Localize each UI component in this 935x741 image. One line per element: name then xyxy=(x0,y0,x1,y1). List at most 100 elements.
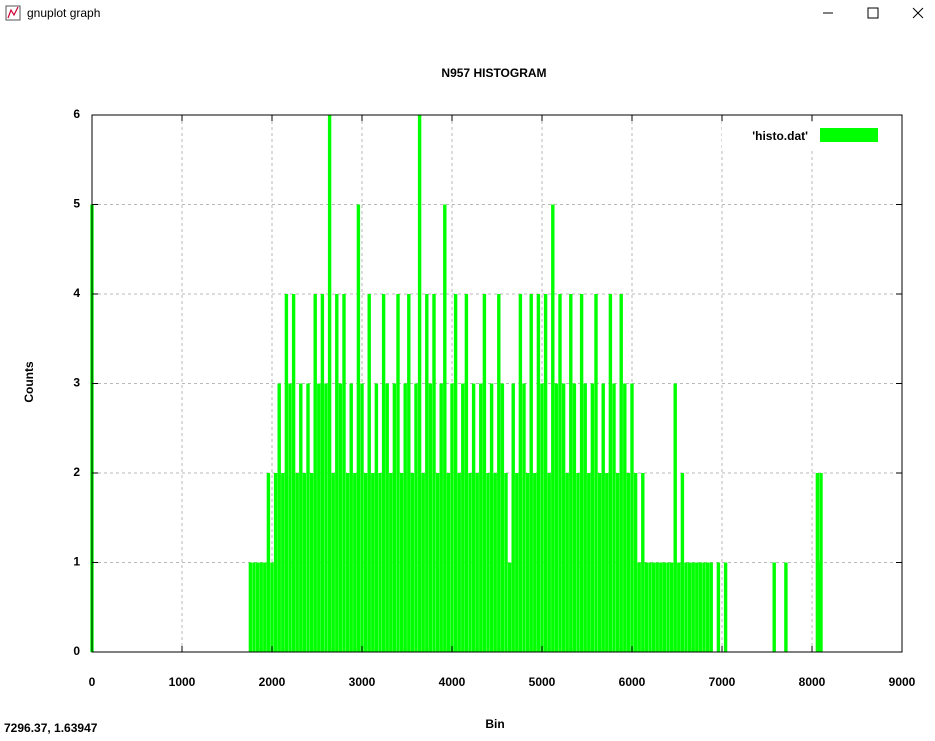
x-tick-label: 1000 xyxy=(169,675,196,689)
impulse-bar xyxy=(547,473,551,652)
impulse-bar xyxy=(504,473,508,652)
impulse-bar xyxy=(705,562,710,652)
impulse-bar xyxy=(263,562,267,652)
impulse-bar xyxy=(605,473,609,652)
impulse-bar xyxy=(324,383,328,652)
impulse-bar xyxy=(313,294,317,652)
y-tick-label: 4 xyxy=(73,286,80,300)
impulse-bar xyxy=(612,383,616,652)
impulse-bar xyxy=(435,473,440,652)
impulse-bar xyxy=(248,562,253,652)
impulse-bar xyxy=(385,383,389,652)
impulse-bar xyxy=(410,473,415,652)
impulse-bar xyxy=(594,294,598,652)
impulse-bar xyxy=(561,383,566,652)
impulse-bar xyxy=(608,294,613,652)
impulse-bar xyxy=(673,383,677,652)
close-button[interactable] xyxy=(912,7,924,19)
impulse-bar xyxy=(659,562,663,652)
impulse-bar xyxy=(662,562,667,652)
impulse-bar xyxy=(695,562,699,652)
impulse-bar xyxy=(281,473,285,652)
x-tick-label: 9000 xyxy=(889,675,916,689)
impulse-bar xyxy=(468,473,472,652)
impulse-bar xyxy=(630,383,634,652)
impulse-bar xyxy=(817,562,821,652)
x-tick-label: 5000 xyxy=(529,675,556,689)
maximize-button[interactable] xyxy=(867,7,879,19)
impulse-bar xyxy=(709,562,713,652)
x-axis-label: Bin xyxy=(485,717,504,731)
impulse-bar xyxy=(619,294,623,652)
impulse-bar xyxy=(342,294,346,652)
impulse-bar xyxy=(626,473,631,652)
impulse-bar xyxy=(583,383,587,652)
impulse-bar xyxy=(399,473,404,652)
impulse-bar xyxy=(522,383,526,652)
impulse-bar xyxy=(558,294,562,652)
impulse-bar xyxy=(374,383,379,652)
impulse-bar xyxy=(309,473,314,652)
impulse-bar xyxy=(633,473,638,652)
legend: 'histo.dat' xyxy=(722,122,894,150)
impulse-bar xyxy=(378,473,382,652)
y-tick-label: 1 xyxy=(73,555,80,569)
impulse-bar xyxy=(543,294,548,652)
impulse-bar xyxy=(255,562,260,652)
impulse-bar xyxy=(414,383,418,652)
impulse-bar xyxy=(684,562,688,652)
plot-marks xyxy=(90,115,823,652)
impulse-bar xyxy=(698,562,703,652)
impulse-bar xyxy=(338,383,343,652)
impulse-bar xyxy=(482,294,487,652)
impulse-bar xyxy=(345,473,350,652)
impulse-bar xyxy=(417,115,422,652)
impulse-bar xyxy=(601,383,605,652)
status-text: 7296.37, 1.63947 xyxy=(4,721,98,735)
impulse-bar xyxy=(536,294,541,652)
impulse-bar xyxy=(335,294,339,652)
impulse-bar xyxy=(493,473,497,652)
impulse-bar xyxy=(396,294,400,652)
y-tick-label: 0 xyxy=(73,644,80,658)
impulse-bar xyxy=(615,473,620,652)
impulse-bar xyxy=(576,473,580,652)
impulse-bar xyxy=(363,473,368,652)
impulse-bar xyxy=(500,383,505,652)
impulse-bar xyxy=(461,383,465,652)
impulse-bar xyxy=(270,562,274,652)
impulse-bar xyxy=(457,473,461,652)
impulse-bar xyxy=(432,294,436,652)
grid xyxy=(91,114,903,653)
y-tick-label: 5 xyxy=(73,197,80,211)
impulse-bar xyxy=(403,383,407,652)
impulse-bar xyxy=(353,473,357,652)
impulse-bar xyxy=(288,383,292,652)
impulse-bar xyxy=(515,473,519,652)
impulse-bar xyxy=(533,473,537,652)
x-tick-label: 8000 xyxy=(799,675,826,689)
impulse-bar xyxy=(349,383,353,652)
impulse-bar xyxy=(295,473,299,652)
impulse-bar xyxy=(677,562,681,652)
impulse-bar xyxy=(644,562,649,652)
impulse-bar xyxy=(266,473,271,652)
legend-swatch xyxy=(820,128,878,142)
impulse-bar xyxy=(716,562,721,652)
impulse-bar xyxy=(471,383,476,652)
impulse-bar xyxy=(252,562,256,652)
impulse-bar xyxy=(518,294,523,652)
impulse-bar xyxy=(317,383,321,652)
impulse-bar xyxy=(687,562,692,652)
impulse-bar xyxy=(551,204,555,652)
impulse-bar xyxy=(669,562,674,652)
legend-label: 'histo.dat' xyxy=(752,129,808,143)
impulse-bar xyxy=(331,473,335,652)
impulse-bar xyxy=(421,473,425,652)
x-tick-label: 7000 xyxy=(709,675,736,689)
impulse-bar xyxy=(641,473,645,652)
impulse-bar xyxy=(443,204,447,652)
impulse-bar xyxy=(497,294,501,652)
